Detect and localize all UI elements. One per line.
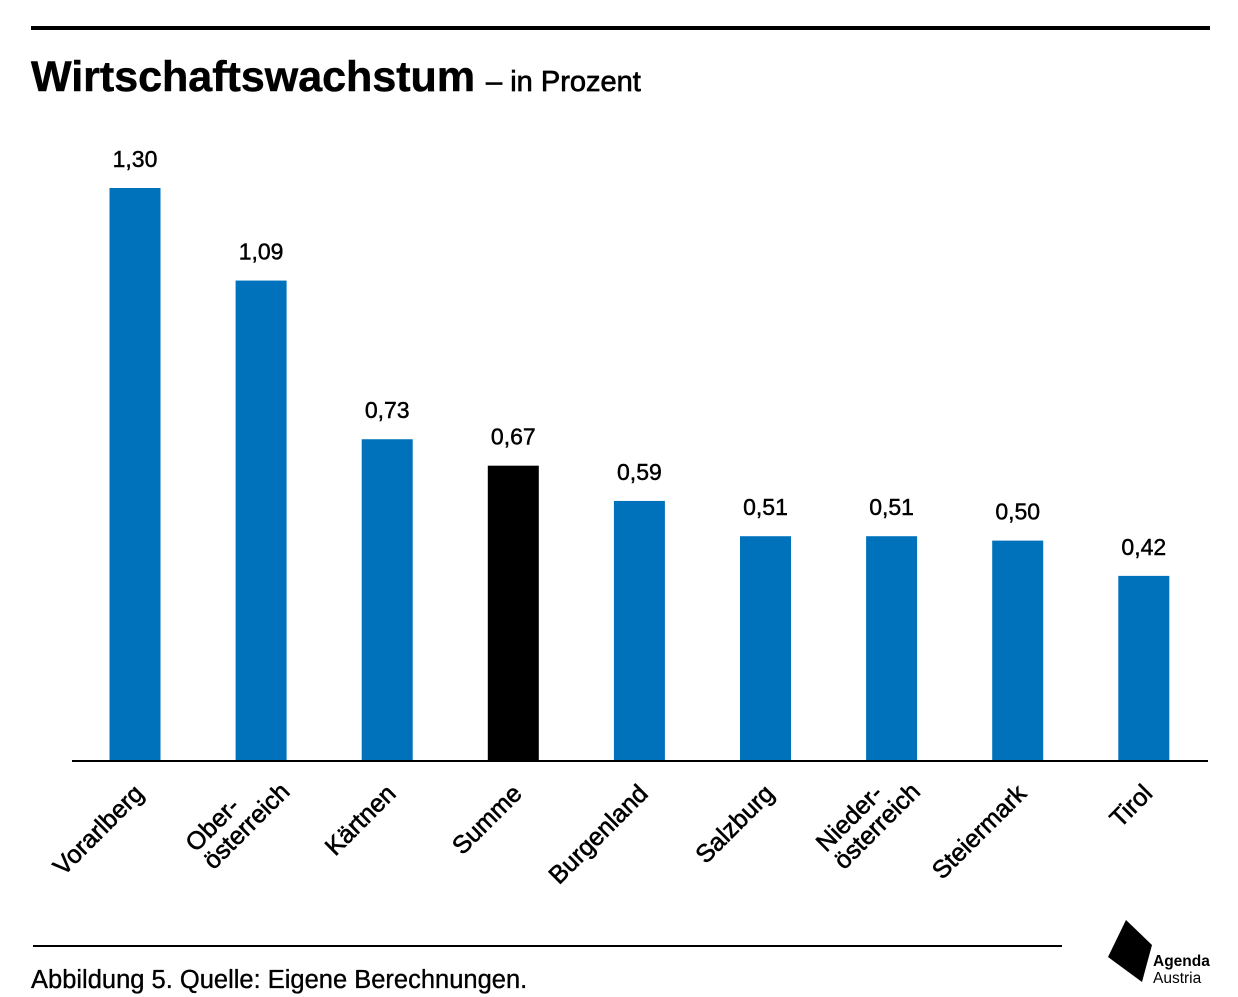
bar-salzburg xyxy=(740,536,791,761)
bars xyxy=(109,188,1170,761)
value-label-summe: 0,67 xyxy=(491,424,536,450)
value-label-vorarlberg: 1,30 xyxy=(113,146,158,172)
value-label-nieder-oesterreich: 0,51 xyxy=(869,494,914,520)
footer-rule xyxy=(33,945,1062,947)
bar-steiermark xyxy=(992,540,1044,761)
x-axis-baseline xyxy=(72,760,1208,762)
bar-kaertnen xyxy=(361,439,413,761)
category-label-tirol: Tirol xyxy=(1104,779,1159,833)
category-label-nieder-oesterreich: Nieder-österreich xyxy=(810,777,926,875)
chart-title: Wirtschaftswachstum xyxy=(31,53,475,101)
chart-heading: Wirtschaftswachstum – in Prozent xyxy=(31,53,641,101)
figure-caption: Abbildung 5. Quelle: Eigene Berechnungen… xyxy=(31,966,527,994)
category-label-burgenland: Burgenland xyxy=(543,779,654,890)
value-label-kaertnen: 0,73 xyxy=(365,397,410,423)
category-label-line: Burgenland xyxy=(543,779,653,889)
category-label-line: Tirol xyxy=(1105,779,1159,833)
bar-tirol xyxy=(1118,575,1170,761)
category-label-line: Steiermark xyxy=(927,779,1033,885)
value-label-salzburg: 0,51 xyxy=(743,494,788,520)
value-label-ober-oesterreich: 1,09 xyxy=(239,239,284,265)
category-label-kaertnen: Kärtnen xyxy=(319,779,402,861)
category-label-vorarlberg: Vorarlberg xyxy=(48,779,150,881)
bar-burgenland xyxy=(613,500,665,761)
agenda-austria-logo: Agenda Austria xyxy=(1108,920,1210,987)
value-label-tirol: 0,42 xyxy=(1121,534,1166,560)
bar-vorarlberg xyxy=(109,188,161,761)
value-label-steiermark: 0,50 xyxy=(995,499,1040,525)
bar-summe xyxy=(487,465,539,761)
logo-wordmark-line2: Austria xyxy=(1153,970,1202,987)
chart-subtitle: – in Prozent xyxy=(486,66,641,98)
category-label-salzburg: Salzburg xyxy=(690,779,780,869)
logo-wordmark-line1: Agenda xyxy=(1153,953,1210,970)
logo-mark-icon xyxy=(1108,920,1152,982)
category-labels: Vorarlberg Ober-österreich Kärtnen Summe Bur… xyxy=(48,777,1159,890)
value-label-burgenland: 0,59 xyxy=(617,459,662,485)
category-label-line: Salzburg xyxy=(690,779,780,869)
category-label-line: Kärtnen xyxy=(320,779,402,861)
category-label-ober-oesterreich: Ober-österreich xyxy=(180,777,296,875)
category-label-summe: Summe xyxy=(447,779,528,860)
top-rule xyxy=(31,26,1210,30)
category-label-steiermark: Steiermark xyxy=(926,779,1033,885)
bar-nieder-oesterreich xyxy=(866,536,918,761)
bar-ober-oesterreich xyxy=(235,280,287,761)
category-label-line: Summe xyxy=(447,779,528,860)
value-labels: 1,30 1,09 0,73 0,67 0,59 0,51 0,51 0,50 0,42 xyxy=(112,146,1166,560)
category-label-line: Vorarlberg xyxy=(48,779,149,880)
